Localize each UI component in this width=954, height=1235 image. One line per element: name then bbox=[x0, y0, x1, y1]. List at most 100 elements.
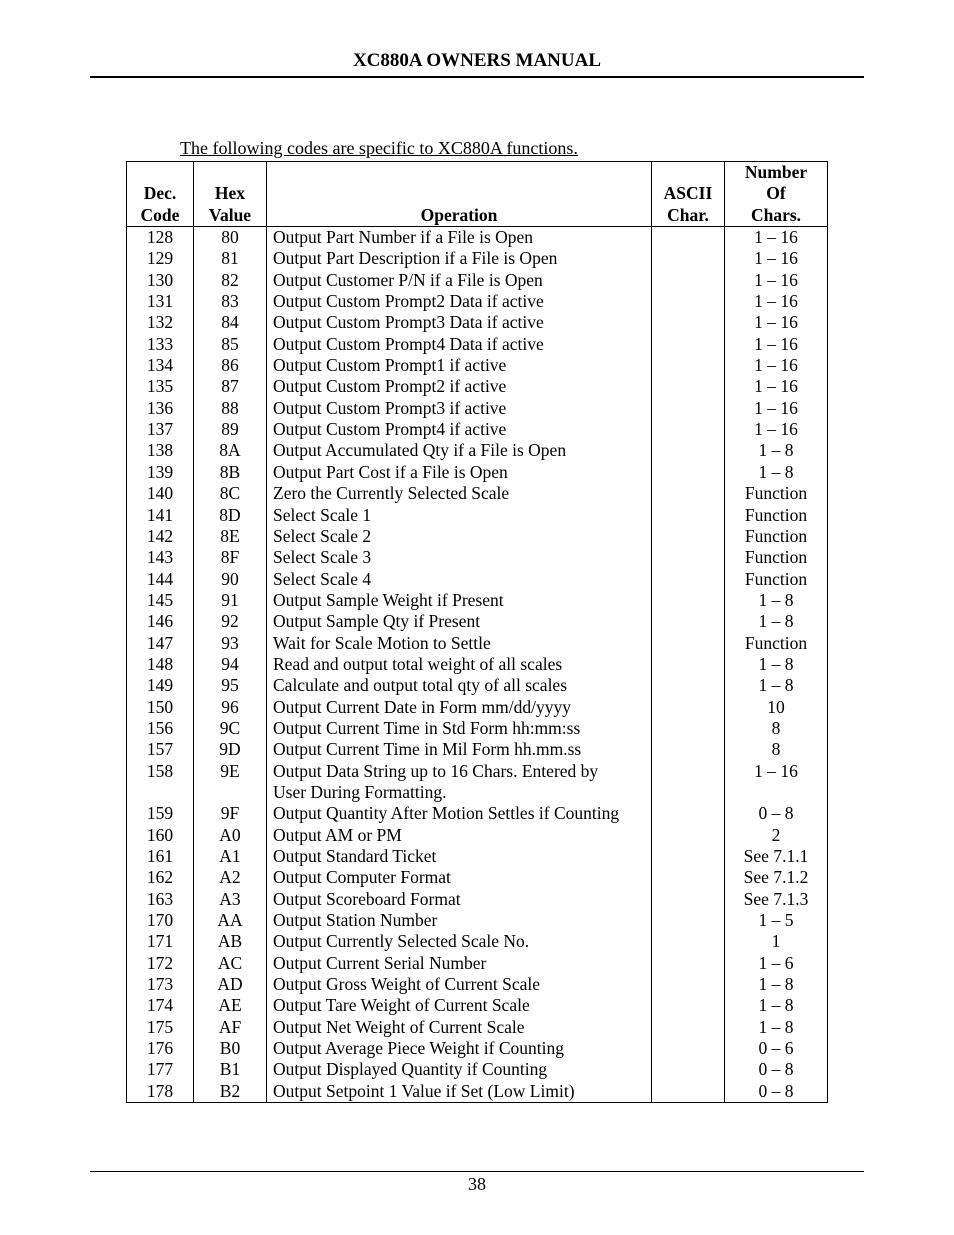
table-row: 170AAOutput Station Number1 – 5 bbox=[127, 910, 828, 931]
cell-operation: Select Scale 4 bbox=[267, 569, 652, 590]
cell-ascii bbox=[652, 931, 725, 952]
cell-dec: 148 bbox=[127, 654, 194, 675]
table-row: 173ADOutput Gross Weight of Current Scal… bbox=[127, 974, 828, 995]
cell-hex: 86 bbox=[194, 355, 267, 376]
cell-dec: 132 bbox=[127, 312, 194, 333]
cell-hex: B1 bbox=[194, 1059, 267, 1080]
cell-num-chars bbox=[725, 782, 828, 803]
cell-dec: 143 bbox=[127, 547, 194, 568]
col-header-dec bbox=[127, 162, 194, 184]
cell-ascii bbox=[652, 867, 725, 888]
cell-num-chars: 8 bbox=[725, 739, 828, 760]
cell-num-chars: Function bbox=[725, 483, 828, 504]
cell-ascii bbox=[652, 526, 725, 547]
cell-operation: Output Current Serial Number bbox=[267, 953, 652, 974]
cell-ascii bbox=[652, 803, 725, 824]
cell-num-chars: 1 – 8 bbox=[725, 590, 828, 611]
cell-dec: 173 bbox=[127, 974, 194, 995]
cell-ascii bbox=[652, 1059, 725, 1080]
table-row: 176B0Output Average Piece Weight if Coun… bbox=[127, 1038, 828, 1059]
cell-hex: AB bbox=[194, 931, 267, 952]
cell-dec: 141 bbox=[127, 505, 194, 526]
col-header-num-2: Of bbox=[725, 183, 828, 204]
cell-dec: 157 bbox=[127, 739, 194, 760]
col-header-num: Number bbox=[725, 162, 828, 184]
cell-num-chars: 1 – 8 bbox=[725, 995, 828, 1016]
cell-hex: 9F bbox=[194, 803, 267, 824]
cell-num-chars: 1 – 8 bbox=[725, 675, 828, 696]
cell-dec: 144 bbox=[127, 569, 194, 590]
page-number: 38 bbox=[468, 1174, 486, 1194]
table-row: 12880Output Part Number if a File is Ope… bbox=[127, 227, 828, 249]
cell-ascii bbox=[652, 675, 725, 696]
cell-dec: 136 bbox=[127, 398, 194, 419]
cell-ascii bbox=[652, 654, 725, 675]
cell-hex: 87 bbox=[194, 376, 267, 397]
col-header-dec-1: Dec. bbox=[127, 183, 194, 204]
cell-operation: Output Station Number bbox=[267, 910, 652, 931]
cell-num-chars: 0 – 8 bbox=[725, 1081, 828, 1103]
cell-hex: 8C bbox=[194, 483, 267, 504]
cell-hex: 8D bbox=[194, 505, 267, 526]
table-row: 175AFOutput Net Weight of Current Scale1… bbox=[127, 1017, 828, 1038]
cell-ascii bbox=[652, 590, 725, 611]
cell-ascii bbox=[652, 505, 725, 526]
cell-dec: 129 bbox=[127, 248, 194, 269]
cell-operation: Output Average Piece Weight if Counting bbox=[267, 1038, 652, 1059]
cell-ascii bbox=[652, 953, 725, 974]
table-row: 14692Output Sample Qty if Present1 – 8 bbox=[127, 611, 828, 632]
codes-table: Number Dec. Hex ASCII Of Code Value Oper… bbox=[126, 161, 828, 1103]
page-footer: 38 bbox=[90, 1171, 864, 1195]
cell-operation: Output Accumulated Qty if a File is Open bbox=[267, 440, 652, 461]
cell-hex: A2 bbox=[194, 867, 267, 888]
cell-hex: A3 bbox=[194, 889, 267, 910]
cell-operation: Output Data String up to 16 Chars. Enter… bbox=[267, 761, 652, 782]
table-row: 14490Select Scale 4Function bbox=[127, 569, 828, 590]
cell-hex: 96 bbox=[194, 697, 267, 718]
cell-operation: Calculate and output total qty of all sc… bbox=[267, 675, 652, 696]
cell-dec: 170 bbox=[127, 910, 194, 931]
cell-dec: 156 bbox=[127, 718, 194, 739]
cell-hex: 9E bbox=[194, 761, 267, 782]
cell-ascii bbox=[652, 248, 725, 269]
cell-operation: Output Gross Weight of Current Scale bbox=[267, 974, 652, 995]
cell-ascii bbox=[652, 227, 725, 249]
cell-operation: Output Quantity After Motion Settles if … bbox=[267, 803, 652, 824]
cell-operation: Output Standard Ticket bbox=[267, 846, 652, 867]
table-row: 14591Output Sample Weight if Present1 – … bbox=[127, 590, 828, 611]
cell-num-chars: Function bbox=[725, 569, 828, 590]
cell-operation: Output Currently Selected Scale No. bbox=[267, 931, 652, 952]
cell-num-chars: 0 – 8 bbox=[725, 1059, 828, 1080]
cell-operation: Output Displayed Quantity if Counting bbox=[267, 1059, 652, 1080]
cell-ascii bbox=[652, 611, 725, 632]
cell-num-chars: See 7.1.1 bbox=[725, 846, 828, 867]
table-row: 13082Output Customer P/N if a File is Op… bbox=[127, 270, 828, 291]
cell-ascii bbox=[652, 547, 725, 568]
table-row: 13789Output Custom Prompt4 if active1 – … bbox=[127, 419, 828, 440]
cell-dec: 150 bbox=[127, 697, 194, 718]
cell-hex: 8A bbox=[194, 440, 267, 461]
cell-num-chars: See 7.1.3 bbox=[725, 889, 828, 910]
col-header-hex bbox=[194, 162, 267, 184]
cell-dec: 163 bbox=[127, 889, 194, 910]
col-header-op bbox=[267, 162, 652, 184]
cell-dec: 142 bbox=[127, 526, 194, 547]
cell-dec: 147 bbox=[127, 633, 194, 654]
table-row: 14793Wait for Scale Motion to SettleFunc… bbox=[127, 633, 828, 654]
cell-num-chars: Function bbox=[725, 505, 828, 526]
cell-hex: 85 bbox=[194, 334, 267, 355]
cell-hex: 84 bbox=[194, 312, 267, 333]
cell-ascii bbox=[652, 1081, 725, 1103]
col-header-hex-1: Hex bbox=[194, 183, 267, 204]
table-row: 1589EOutput Data String up to 16 Chars. … bbox=[127, 761, 828, 782]
cell-num-chars: 2 bbox=[725, 825, 828, 846]
cell-hex: 8F bbox=[194, 547, 267, 568]
table-row: 13486Output Custom Prompt1 if active1 – … bbox=[127, 355, 828, 376]
cell-dec: 130 bbox=[127, 270, 194, 291]
cell-hex: AF bbox=[194, 1017, 267, 1038]
cell-ascii bbox=[652, 782, 725, 803]
cell-dec: 134 bbox=[127, 355, 194, 376]
cell-hex: 8E bbox=[194, 526, 267, 547]
cell-hex: 9D bbox=[194, 739, 267, 760]
cell-hex: A1 bbox=[194, 846, 267, 867]
